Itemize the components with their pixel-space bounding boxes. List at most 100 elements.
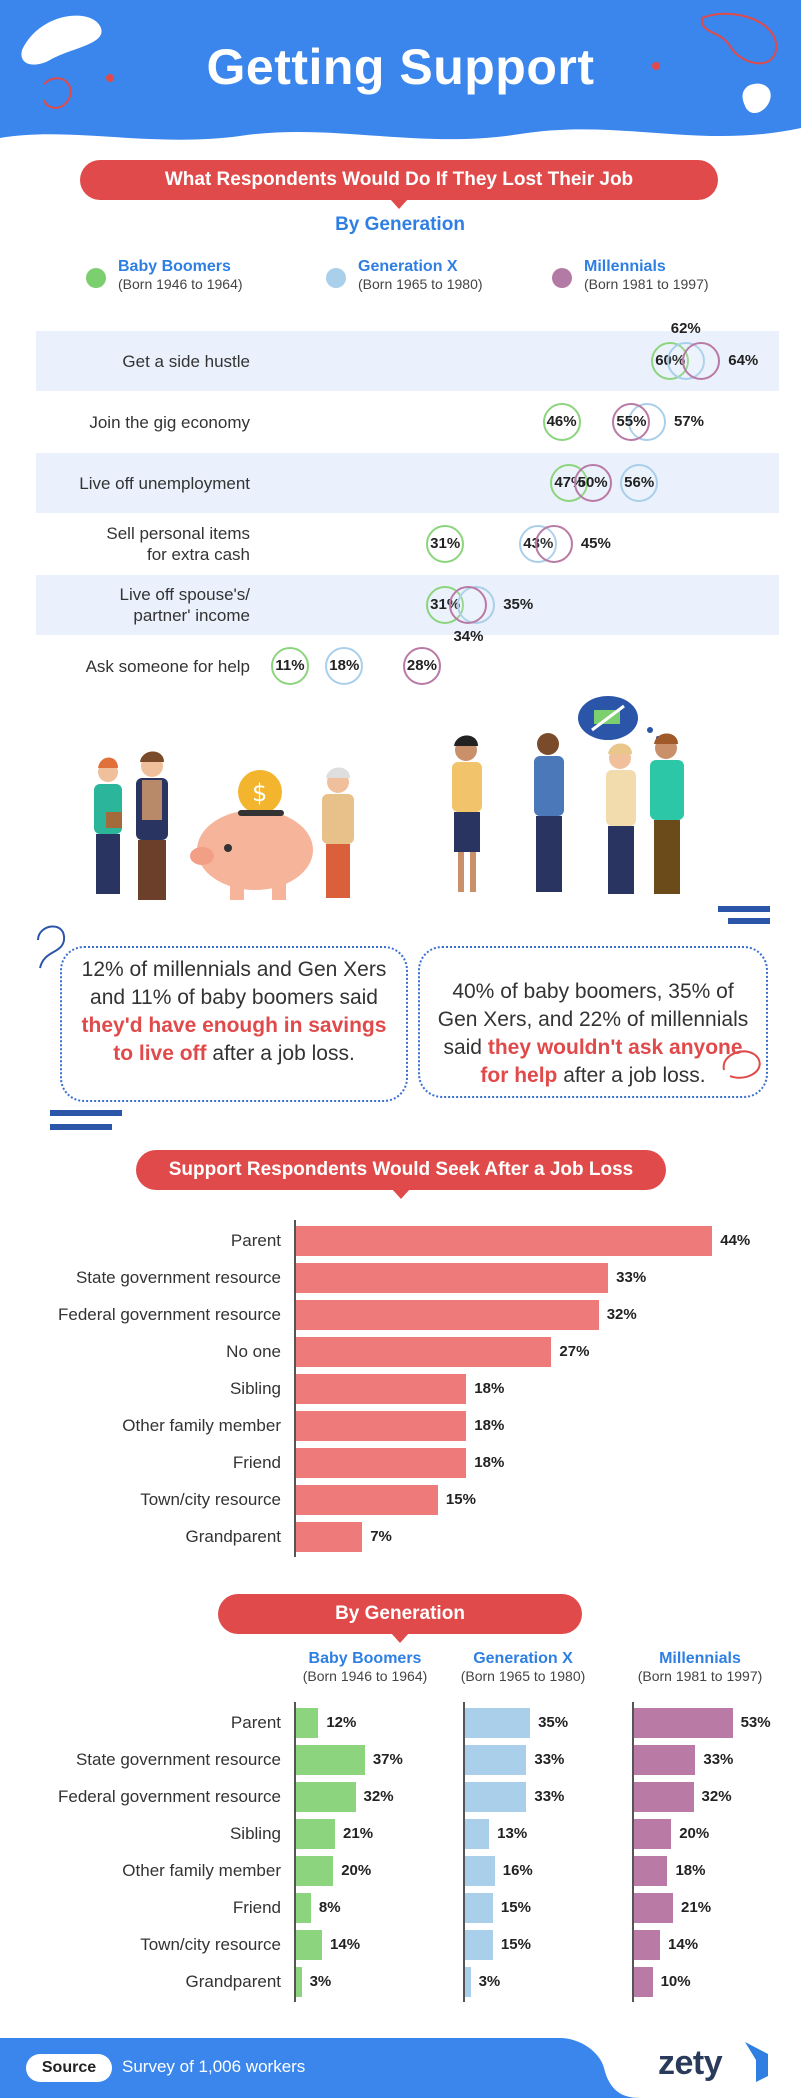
gen-value-baby-boomers-parent: 12% bbox=[326, 1714, 357, 1731]
gen-value-millennials-federal-government-resource: 32% bbox=[701, 1788, 732, 1805]
gen-value-millennials-town-city-resource: 14% bbox=[668, 1936, 699, 1953]
bar-label-friend: Friend bbox=[232, 1453, 281, 1472]
gen-bar-millennials-friend bbox=[634, 1893, 674, 1923]
bar-value-friend: 18% bbox=[474, 1454, 505, 1471]
decorative-squiggle bbox=[37, 925, 66, 969]
brand-logo: zety bbox=[658, 2044, 723, 2082]
bar-label-parent: Parent bbox=[230, 1231, 281, 1250]
bubble-label-generation-x-get-a-side-hustle: 62% bbox=[670, 320, 701, 337]
gen-value-millennials-friend: 21% bbox=[681, 1899, 712, 1916]
bar-label-federal-government-resource: Federal government resource bbox=[57, 1305, 281, 1324]
gen-row-label-federal-government-resource: Federal government resource bbox=[57, 1787, 281, 1806]
gen-header-genx: Generation X (Born 1965 to 1980) bbox=[443, 1650, 603, 1684]
legend-swatch-millennials bbox=[552, 268, 572, 288]
people-with-piggy-bank-illustration: $ bbox=[94, 751, 354, 900]
legend-name-millennials: Millennials bbox=[584, 258, 666, 275]
bubble-baby-boomers-sell-personal-items-for-extra-cash bbox=[426, 525, 465, 563]
legend-swatch-boomers bbox=[86, 268, 106, 288]
gen-bar-millennials-other-family-member bbox=[634, 1856, 668, 1886]
row-label-line: Join the gig economy bbox=[89, 412, 250, 432]
gen-row-label-state-government-resource: State government resource bbox=[75, 1750, 281, 1769]
svg-text:$: $ bbox=[252, 779, 267, 807]
gen-axis-millennials bbox=[632, 1702, 634, 2002]
gen-bar-baby-boomers-federal-government-resource bbox=[296, 1782, 356, 1812]
row-label-line: partner' income bbox=[133, 606, 250, 625]
gen-bar-baby-boomers-parent bbox=[296, 1708, 319, 1738]
bar-friend bbox=[296, 1448, 467, 1478]
gen-value-baby-boomers-sibling: 21% bbox=[343, 1825, 374, 1842]
bubble-millennials-get-a-side-hustle bbox=[682, 342, 721, 380]
bubble-generation-x-live-off-unemployment bbox=[620, 464, 659, 502]
bubble-millennials-live-off-unemployment bbox=[573, 464, 612, 502]
callout-savings-suffix: after a job loss. bbox=[212, 1042, 355, 1065]
bar-value-other-family-member: 18% bbox=[474, 1417, 505, 1434]
gen-bar-generation-x-sibling bbox=[465, 1819, 490, 1849]
decorative-lines bbox=[50, 1110, 122, 1130]
row-label-live-off-spouse-s-partner-income: Live off spouse's/partner' income bbox=[36, 584, 250, 626]
gen-value-millennials-sibling: 20% bbox=[679, 1825, 710, 1842]
row-label-sell-personal-items-for-extra-cash: Sell personal items for extra cash bbox=[36, 523, 250, 565]
row-label-get-a-side-hustle: Get a side hustle bbox=[36, 351, 250, 372]
decorative-lines bbox=[718, 906, 770, 924]
bar-label-state-government-resource: State government resource bbox=[75, 1268, 281, 1287]
gen-value-baby-boomers-state-government-resource: 37% bbox=[372, 1751, 403, 1768]
bar-value-no-one: 27% bbox=[559, 1343, 590, 1360]
gen-bar-generation-x-state-government-resource bbox=[465, 1745, 527, 1775]
gen-axis-baby-boomers bbox=[294, 1702, 296, 2002]
gen-value-generation-x-friend: 15% bbox=[500, 1899, 531, 1916]
gen-value-generation-x-grandparent: 3% bbox=[478, 1973, 501, 1990]
gen-header-millennials: Millennials (Born 1981 to 1997) bbox=[620, 1650, 780, 1684]
header-banner bbox=[0, 0, 801, 140]
gen-value-generation-x-town-city-resource: 15% bbox=[500, 1936, 531, 1953]
gen-row-label-parent: Parent bbox=[230, 1713, 281, 1732]
bubble-label-baby-boomers-join-the-gig-economy: 46% bbox=[546, 413, 577, 430]
gen-bar-millennials-state-government-resource bbox=[634, 1745, 696, 1775]
bar-axis bbox=[294, 1220, 296, 1557]
bubble-millennials-live-off-spouse-s-partner-income bbox=[449, 586, 488, 624]
callout-no-help-highlight: they wouldn't ask anyone for help bbox=[480, 1036, 743, 1087]
gen-bar-baby-boomers-friend bbox=[296, 1893, 311, 1923]
gen-header-genx-name: Generation X bbox=[473, 1650, 573, 1667]
bar-federal-government-resource bbox=[296, 1300, 599, 1330]
gen-header-millennials-years: (Born 1981 to 1997) bbox=[637, 1668, 763, 1684]
gen-bar-baby-boomers-state-government-resource bbox=[296, 1745, 365, 1775]
gen-value-generation-x-state-government-resource: 33% bbox=[534, 1751, 565, 1768]
bubble-label-millennials-live-off-unemployment: 50% bbox=[577, 474, 608, 491]
bubble-generation-x-ask-someone-for-help bbox=[325, 647, 364, 685]
legend-name-genx: Generation X bbox=[358, 258, 458, 275]
gen-bar-generation-x-grandparent bbox=[465, 1967, 471, 1997]
bubble-millennials-ask-someone-for-help bbox=[402, 647, 441, 685]
legend-years-genx: (Born 1965 to 1980) bbox=[358, 276, 483, 292]
bar-value-state-government-resource: 33% bbox=[616, 1269, 647, 1286]
bar-label-town-city-resource: Town/city resource bbox=[140, 1490, 281, 1509]
bar-parent bbox=[296, 1226, 713, 1256]
bubble-label-generation-x-live-off-spouse-s-partner-income: 35% bbox=[503, 596, 534, 613]
bubble-label-millennials-live-off-spouse-s-partner-income: 34% bbox=[453, 628, 484, 645]
gen-header-boomers-name: Baby Boomers bbox=[308, 1650, 422, 1667]
gen-value-generation-x-sibling: 13% bbox=[497, 1825, 528, 1842]
callout-no-help-suffix: after a job loss. bbox=[563, 1064, 706, 1087]
gen-header-boomers: Baby Boomers (Born 1946 to 1964) bbox=[285, 1650, 445, 1684]
decorative-squiggle bbox=[722, 1050, 761, 1079]
gen-value-millennials-other-family-member: 18% bbox=[675, 1862, 706, 1879]
row-label-line: Ask someone for help bbox=[85, 656, 250, 676]
section-pill-by-generation: By Generation bbox=[218, 1594, 582, 1643]
bar-state-government-resource bbox=[296, 1263, 609, 1293]
gen-bar-baby-boomers-town-city-resource bbox=[296, 1930, 323, 1960]
bar-label-no-one: No one bbox=[226, 1342, 281, 1361]
row-label-line: Live off unemployment bbox=[79, 473, 250, 493]
gen-value-baby-boomers-town-city-resource: 14% bbox=[330, 1936, 361, 1953]
gen-value-baby-boomers-grandparent: 3% bbox=[309, 1973, 332, 1990]
gen-header-millennials-name: Millennials bbox=[659, 1650, 741, 1667]
gen-header-boomers-years: (Born 1946 to 1964) bbox=[302, 1668, 428, 1684]
gen-bar-generation-x-friend bbox=[465, 1893, 493, 1923]
people-talking-illustration bbox=[452, 696, 684, 894]
gen-row-label-friend: Friend bbox=[232, 1898, 281, 1917]
row-label-join-the-gig-economy: Join the gig economy bbox=[36, 412, 250, 433]
section-subtitle-by-generation: By Generation bbox=[335, 214, 465, 235]
gen-row-label-other-family-member: Other family member bbox=[122, 1861, 281, 1880]
bubble-label-baby-boomers-ask-someone-for-help: 11% bbox=[275, 657, 305, 674]
section-pill-support-sought: Support Respondents Would Seek After a J… bbox=[136, 1150, 666, 1199]
callout-savings-text: 12% of millennials and Gen Xers and 11% … bbox=[81, 958, 387, 1009]
source-text: Survey of 1,006 workers bbox=[122, 2057, 306, 2076]
